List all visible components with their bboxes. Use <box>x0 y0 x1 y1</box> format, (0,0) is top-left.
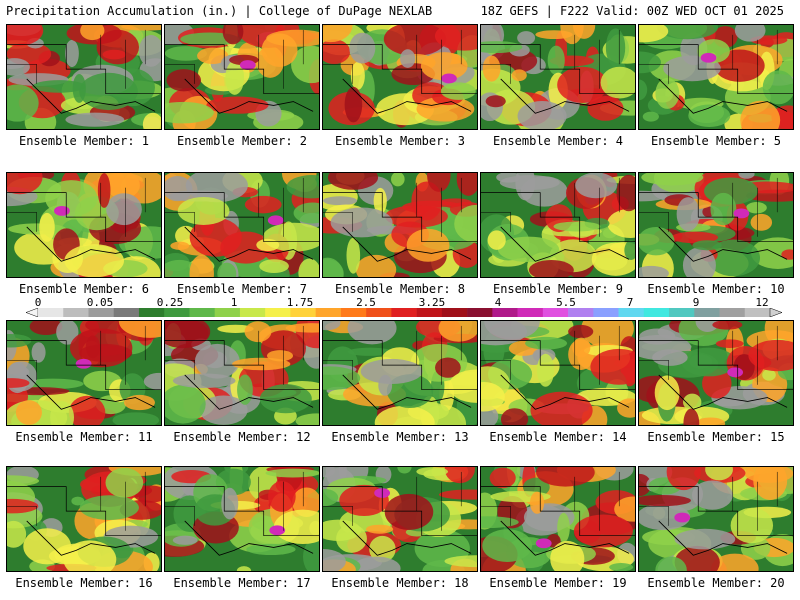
model-run-info: 18Z GEFS | F222 Valid: 00Z WED OCT 01 20… <box>480 4 784 18</box>
ensemble-member-map <box>322 24 478 130</box>
ensemble-member-label: Ensemble Member: 16 <box>15 576 153 590</box>
ensemble-member-map <box>6 24 162 130</box>
colorbar-segment <box>214 308 241 317</box>
ensemble-member-label: Ensemble Member: 14 <box>489 430 627 444</box>
ensemble-member-label: Ensemble Member: 17 <box>173 576 311 590</box>
ensemble-member-map <box>6 172 162 278</box>
ensemble-member-label: Ensemble Member: 3 <box>334 134 466 148</box>
colorbar-segment <box>492 308 518 317</box>
ensemble-member-map <box>480 320 636 426</box>
ensemble-member-label: Ensemble Member: 5 <box>650 134 782 148</box>
colorbar-segment <box>38 308 64 317</box>
colorbar-segment <box>416 308 443 317</box>
colorbar-tick-label: 2.5 <box>356 296 376 309</box>
colorbar-segment <box>366 308 392 317</box>
chart-title: Precipitation Accumulation (in.) | Colle… <box>6 4 433 18</box>
colorbar-segment <box>164 308 190 317</box>
ensemble-member-map <box>164 24 320 130</box>
colorbar-tick-label: 0.05 <box>86 296 114 309</box>
ensemble-member-map <box>638 24 794 130</box>
ensemble-member-map <box>480 466 636 572</box>
ensemble-member-label: Ensemble Member: 15 <box>647 430 785 444</box>
ensemble-member-map <box>164 172 320 278</box>
ensemble-member-label: Ensemble Member: 18 <box>331 576 469 590</box>
colorbar-tick-label: 3.25 <box>418 296 446 309</box>
colorbar-segment <box>542 308 569 317</box>
colorbar-tick-label: 12 <box>755 296 769 309</box>
colorbar-tick-label: 7 <box>626 296 634 309</box>
ensemble-member-label: Ensemble Member: 19 <box>489 576 627 590</box>
colorbar-segment <box>290 308 316 317</box>
ensemble-member-map <box>164 466 320 572</box>
ensemble-member-label: Ensemble Member: 12 <box>173 430 311 444</box>
ensemble-member-map <box>6 320 162 426</box>
ensemble-member-map <box>638 172 794 278</box>
colorbar-segment <box>138 308 165 317</box>
ensemble-member-label: Ensemble Member: 6 <box>18 282 150 296</box>
colorbar-segment <box>517 308 544 317</box>
colorbar-segment <box>239 308 266 317</box>
colorbar-segment <box>315 308 342 317</box>
ensemble-member-map <box>164 320 320 426</box>
colorbar-segment <box>340 308 367 317</box>
colorbar-segment <box>265 308 291 317</box>
ensemble-member-label: Ensemble Member: 20 <box>647 576 785 590</box>
colorbar-segment <box>391 308 417 317</box>
colorbar-segment <box>669 308 695 317</box>
ensemble-member-label: Ensemble Member: 8 <box>334 282 466 296</box>
colorbar-segment <box>593 308 619 317</box>
colorbar-segment <box>113 308 140 317</box>
colorbar-tick-label: 4 <box>494 296 502 309</box>
colorbar-tick-label: 5.5 <box>556 296 576 309</box>
colorbar-segment <box>618 308 645 317</box>
ensemble-member-label: Ensemble Member: 11 <box>15 430 153 444</box>
colorbar-segment <box>568 308 594 317</box>
colorbar-tick-label: 0.25 <box>156 296 184 309</box>
colorbar-segment <box>441 308 468 317</box>
colorbar-tick-label: 1.75 <box>286 296 314 309</box>
colorbar-segment <box>643 308 670 317</box>
colorbar-min-arrow <box>26 308 39 317</box>
ensemble-member-label: Ensemble Member: 9 <box>492 282 624 296</box>
colorbar-segment <box>719 308 746 317</box>
colorbar-segment <box>88 308 115 317</box>
ensemble-member-map <box>6 466 162 572</box>
ensemble-member-map <box>322 466 478 572</box>
ensemble-member-label: Ensemble Member: 2 <box>176 134 308 148</box>
colorbar-segment <box>744 308 771 317</box>
ensemble-member-label: Ensemble Member: 7 <box>176 282 308 296</box>
precip-colorbar <box>26 308 782 317</box>
ensemble-member-map <box>638 320 794 426</box>
colorbar-tick-label: 9 <box>692 296 700 309</box>
colorbar-segment <box>63 308 89 317</box>
colorbar-segment <box>694 308 720 317</box>
ensemble-member-label: Ensemble Member: 10 <box>647 282 785 296</box>
colorbar-max-arrow <box>769 308 782 317</box>
ensemble-member-map <box>480 172 636 278</box>
ensemble-member-label: Ensemble Member: 13 <box>331 430 469 444</box>
ensemble-member-label: Ensemble Member: 1 <box>18 134 150 148</box>
ensemble-member-map <box>638 466 794 572</box>
colorbar-segment <box>189 308 215 317</box>
ensemble-member-map <box>322 172 478 278</box>
ensemble-member-map <box>322 320 478 426</box>
colorbar-tick-label: 0 <box>34 296 42 309</box>
colorbar-segment <box>467 308 493 317</box>
ensemble-member-label: Ensemble Member: 4 <box>492 134 624 148</box>
ensemble-member-map <box>480 24 636 130</box>
colorbar-tick-label: 1 <box>230 296 238 309</box>
